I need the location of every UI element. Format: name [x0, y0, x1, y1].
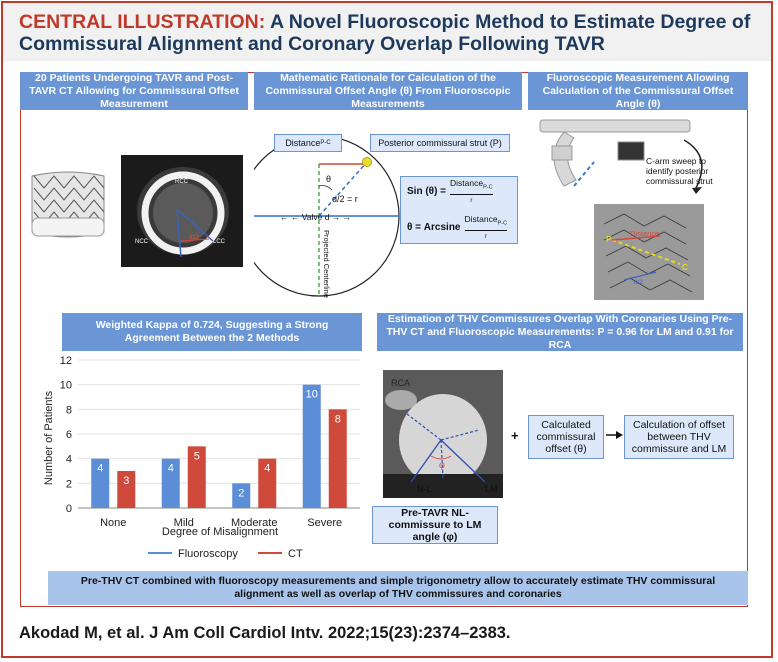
panel-banner-kappa: Weighted Kappa of 0.724, Suggesting a St…	[62, 313, 362, 351]
frac1-num: Distance	[450, 178, 484, 189]
bar-value-label: 8	[335, 413, 341, 425]
c-arm-illustration	[539, 119, 703, 194]
thv-valve-illustration	[31, 171, 105, 238]
distance-text: Distance	[285, 138, 321, 148]
frac2-sub: P-C	[497, 220, 508, 227]
formula-sin: Sin (θ) = DistanceP-C r	[407, 177, 493, 207]
y-tick-label: 2	[66, 478, 72, 490]
formula-sin-lhs: Sin (θ) =	[407, 186, 447, 198]
bar-value-label: 2	[238, 487, 244, 499]
frac2-den: r	[484, 233, 487, 240]
ct-label-ncc: NCC	[135, 239, 149, 245]
diagram-radius: d/2 = r	[332, 194, 358, 204]
fluoroscopy-image: P C Distance d/2	[594, 204, 704, 300]
formula-fraction-1: DistanceP-C r	[450, 177, 493, 207]
bar-value-label: 10	[306, 389, 318, 401]
ct-axial-image: RCC NCC LCC θ12	[121, 155, 243, 267]
fluoro-label-p: P	[606, 235, 612, 244]
y-tick-label: 10	[60, 380, 72, 392]
bar-fluoroscopy-moderate	[232, 483, 251, 508]
ct-coronary-image: RCA N-L LM φ	[383, 370, 503, 498]
chart-legend: Fluoroscopy CT	[148, 548, 303, 560]
bar-value-label: 4	[168, 463, 174, 475]
diagram-valve-d: ← ← Valve d → →	[280, 212, 351, 222]
title-text: A Novel Fluoroscopic Method to Estimate …	[19, 11, 751, 55]
y-axis-label: Number of Patients	[43, 390, 55, 485]
plus-sign: +	[511, 428, 519, 443]
distance-sub: P-C	[320, 140, 331, 146]
citation: Akodad M, et al. J Am Coll Cardiol Intv.…	[19, 624, 511, 642]
bar-ct-severe	[328, 409, 347, 508]
formula-fraction-2: DistanceP-C r	[464, 213, 508, 243]
diagram-theta: θ	[326, 174, 331, 184]
bar-ct-moderate	[258, 458, 277, 508]
result-box: Calculation of offset between THV commis…	[624, 415, 734, 459]
legend-label-ct: CT	[288, 548, 303, 560]
x-tick-label: Mild	[174, 517, 194, 529]
ct2-label-rca: RCA	[391, 378, 410, 388]
ct2-label-nl: N-L	[417, 484, 432, 494]
panel-banner-overlap: Estimation of THV Commissures Overlap Wi…	[377, 313, 743, 351]
y-tick-label: 8	[66, 404, 72, 416]
frac1-den: r	[470, 198, 473, 204]
legend-label-fluoroscopy: Fluoroscopy	[178, 548, 238, 560]
y-tick-label: 12	[60, 355, 72, 367]
bar-value-label: 4	[97, 463, 103, 475]
ct2-label-phi: φ	[439, 460, 445, 470]
diagram-centerline: Projected Centerline (C)	[322, 230, 331, 298]
fluoro-label-c: C	[682, 263, 688, 272]
c-arm-sweep-label: C-arm sweep to identify posterior commis…	[646, 156, 713, 186]
formula-arcsine: θ = Arcsine DistanceP-C r	[407, 213, 508, 243]
formula-box: Sin (θ) = DistanceP-C r θ = Arcsine Dist…	[400, 176, 518, 244]
panel-banner-patients: 20 Patients Undergoing TAVR and Post-TAV…	[20, 72, 248, 110]
arrow-right-icon	[606, 431, 623, 439]
formula-arcsine-lhs: θ = Arcsine	[407, 221, 461, 233]
bar-ct-mild	[187, 446, 206, 508]
bar-fluoroscopy-severe	[302, 384, 321, 508]
bar-value-label: 5	[194, 450, 200, 462]
panel-banner-fluoro: Fluoroscopic Measurement Allowing Calcul…	[528, 72, 748, 110]
bar-fluoroscopy-none	[91, 458, 110, 508]
y-tick-label: 6	[66, 429, 72, 441]
x-tick-label: None	[100, 517, 126, 529]
page-title: CENTRAL ILLUSTRATION: A Novel Fluoroscop…	[19, 11, 759, 55]
bar-fluoroscopy-mild	[161, 458, 180, 508]
misalignment-bar-chart: Number of Patients Degree of Misalignmen…	[43, 355, 360, 560]
y-tick-label: 0	[66, 503, 72, 515]
summary-banner: Pre-THV CT combined with fluoroscopy mea…	[48, 571, 748, 605]
frac2-num: Distance	[464, 214, 498, 224]
bar-ct-none	[117, 471, 136, 508]
x-tick-label: Moderate	[231, 517, 277, 529]
title-prefix: CENTRAL ILLUSTRATION:	[19, 11, 266, 33]
ct-label-theta: θ12	[189, 235, 200, 241]
distance-label: Distance P-C	[274, 134, 342, 152]
ct-caption-box: Pre-TAVR NL-commissure to LM angle (φ)	[372, 506, 498, 544]
x-tick-label: Severe	[307, 517, 342, 529]
header: CENTRAL ILLUSTRATION: A Novel Fluoroscop…	[3, 3, 771, 61]
offset-box: Calculated commissural offset (θ)	[528, 415, 604, 459]
y-tick-label: 4	[66, 454, 72, 466]
ct-label-rcc: RCC	[175, 179, 189, 185]
fluoro-label-distance: Distance	[630, 229, 659, 238]
strut-label: Posterior commissural strut (P)	[370, 134, 510, 152]
ct-label-lcc: LCC	[213, 239, 226, 245]
bar-value-label: 4	[264, 463, 270, 475]
panel-banner-math: Mathematic Rationale for Calculation of …	[254, 72, 522, 110]
x-axis-label: Degree of Misalignment	[162, 526, 278, 538]
frac1-sub: P-C	[483, 185, 493, 191]
ct2-label-lm: LM	[485, 484, 498, 494]
bar-value-label: 3	[123, 475, 129, 487]
fluoro-label-half: d/2	[634, 279, 643, 286]
